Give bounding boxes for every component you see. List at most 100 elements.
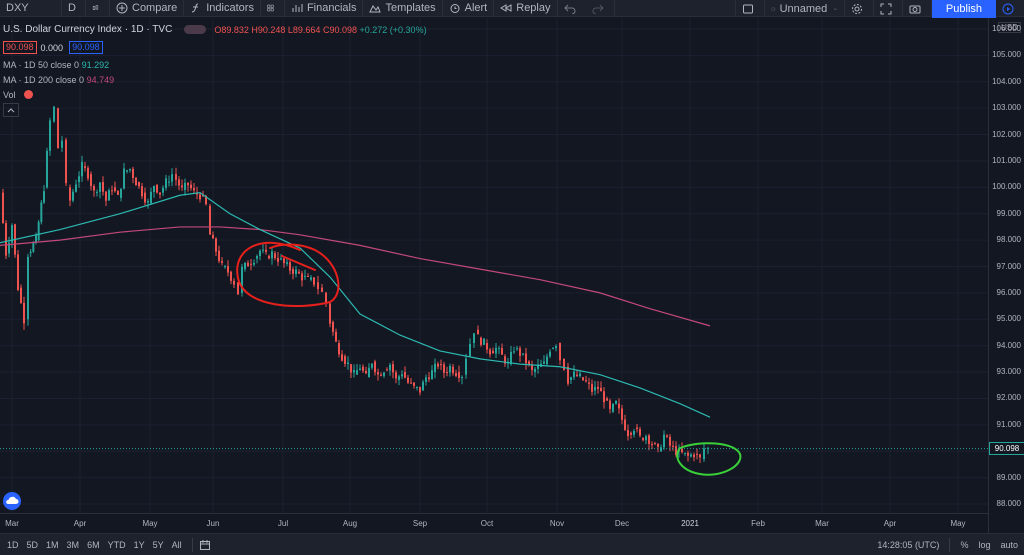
candle-down <box>591 383 593 392</box>
range-button[interactable]: 6M <box>87 539 100 550</box>
time-axis[interactable]: Mar Apr May Jun Jul Aug Sep Oct Nov Dec 2021 Feb Mar… <box>0 513 988 533</box>
vol-row[interactable]: Vol <box>3 87 427 102</box>
play-button[interactable] <box>996 0 1024 17</box>
publish-button[interactable]: Publish <box>931 0 996 18</box>
candle-down <box>5 223 7 256</box>
legend-pill[interactable] <box>184 25 207 34</box>
ma50-row[interactable]: MA · 1D 50 close 0 91.292 <box>3 57 427 72</box>
undo-button[interactable] <box>558 0 586 17</box>
price-chart[interactable] <box>0 18 988 513</box>
candle-down <box>20 287 22 303</box>
candle-up <box>32 242 35 252</box>
tradingview-logo[interactable] <box>3 492 21 510</box>
candle-down <box>190 184 192 189</box>
price-label: 101.000 <box>992 155 1021 165</box>
interval-button[interactable]: D <box>62 0 86 17</box>
candle-down <box>105 191 107 201</box>
candle-down <box>374 361 376 373</box>
candle-up <box>286 262 288 264</box>
fullscreen-button[interactable] <box>874 0 903 17</box>
candle-down <box>362 366 364 371</box>
clock-label[interactable]: 14:28:05 (UTC) <box>877 540 940 550</box>
range-button[interactable]: 3M <box>66 539 80 550</box>
range-button[interactable]: 1M <box>46 539 59 550</box>
green-annotation-circle[interactable] <box>676 442 742 476</box>
candle-down <box>693 454 695 458</box>
candle-down <box>132 168 134 178</box>
candle-down <box>651 443 653 445</box>
replay-button[interactable]: Replay <box>494 0 558 17</box>
price-label: 88.000 <box>996 499 1021 508</box>
calendar-range-icon[interactable] <box>199 539 211 551</box>
layout-grid-button[interactable] <box>261 0 285 17</box>
candle-down <box>329 303 331 324</box>
range-selector: 1D 5D 1M 3M 6M YTD 1Y 5Y All <box>0 540 186 550</box>
candle-up <box>75 184 77 192</box>
alert-button[interactable]: Alert <box>443 0 495 17</box>
candle-down <box>681 448 683 453</box>
templates-label: Templates <box>385 2 436 14</box>
bar-chart-icon <box>292 4 303 12</box>
candle-down <box>492 350 494 354</box>
function-icon <box>192 3 199 13</box>
candle-up <box>253 262 255 265</box>
layout-name-button[interactable]: Unnamed <box>765 0 845 17</box>
percent-toggle[interactable]: % <box>960 540 969 550</box>
price-label: 94.000 <box>996 340 1021 350</box>
time-label: Dec <box>614 519 630 528</box>
candle-down <box>317 282 319 290</box>
bottom-right-controls: 14:28:05 (UTC) % log auto <box>877 534 1018 555</box>
range-button[interactable]: YTD <box>107 539 126 550</box>
price-scale[interactable]: USD 106.000 105.000 104.000 103.000 102.000 1… <box>988 18 1024 533</box>
range-button[interactable]: 5D <box>26 539 39 550</box>
candle-down <box>93 186 95 191</box>
candle-up <box>552 348 554 350</box>
red-annotation-circle[interactable] <box>236 241 340 307</box>
indicators-button[interactable]: Indicators <box>184 0 261 17</box>
spread-value: 0.000 <box>40 42 64 53</box>
candle-down <box>321 287 323 292</box>
candle-up <box>510 351 512 365</box>
candle-up <box>43 191 45 203</box>
candle-down <box>525 353 527 364</box>
candle-down <box>338 343 340 355</box>
candle-up <box>612 403 614 412</box>
candle-up <box>555 346 557 349</box>
time-label: Mar <box>5 519 19 528</box>
price-label: 91.000 <box>996 419 1021 429</box>
candle-down <box>419 386 421 393</box>
snapshot-button[interactable] <box>903 0 932 17</box>
time-label: May <box>142 519 158 528</box>
settings-button[interactable] <box>845 0 874 17</box>
candle-down <box>404 372 406 378</box>
templates-button[interactable]: Templates <box>363 0 443 17</box>
candle-up <box>304 276 306 278</box>
candle-down <box>380 374 382 376</box>
financials-button[interactable]: Financials <box>285 0 364 17</box>
expand-icon <box>880 3 892 14</box>
bid-box[interactable]: 90.098 <box>3 41 37 54</box>
collapse-legend-button[interactable] <box>3 103 19 117</box>
range-button[interactable]: 5Y <box>152 539 164 550</box>
range-button[interactable]: All <box>171 539 182 550</box>
interval-label: D <box>68 2 76 14</box>
ma200-row[interactable]: MA · 1D 200 close 0 94.749 <box>3 72 427 87</box>
auto-toggle[interactable]: auto <box>1000 540 1018 550</box>
chart-type-button[interactable] <box>86 0 110 17</box>
range-button[interactable]: 1D <box>7 539 19 550</box>
price-label: 102.000 <box>992 129 1021 139</box>
legend-low: L89.664 <box>287 24 321 35</box>
candle-down <box>413 382 415 386</box>
compare-button[interactable]: Compare <box>110 0 185 17</box>
redo-button[interactable] <box>586 0 615 17</box>
log-toggle[interactable]: log <box>978 540 991 550</box>
candle-down <box>407 377 409 383</box>
fullscreen-layout-button[interactable] <box>734 0 765 17</box>
symbol-title[interactable]: U.S. Dollar Currency Index · 1D · TVC <box>3 24 173 35</box>
square-icon <box>742 4 753 13</box>
candle-down <box>563 358 565 370</box>
range-button[interactable]: 1Y <box>133 539 145 550</box>
symbol-search-button[interactable]: DXY <box>0 0 62 17</box>
ask-box[interactable]: 90.098 <box>69 41 103 54</box>
ma200-value: 94.749 <box>86 74 115 85</box>
